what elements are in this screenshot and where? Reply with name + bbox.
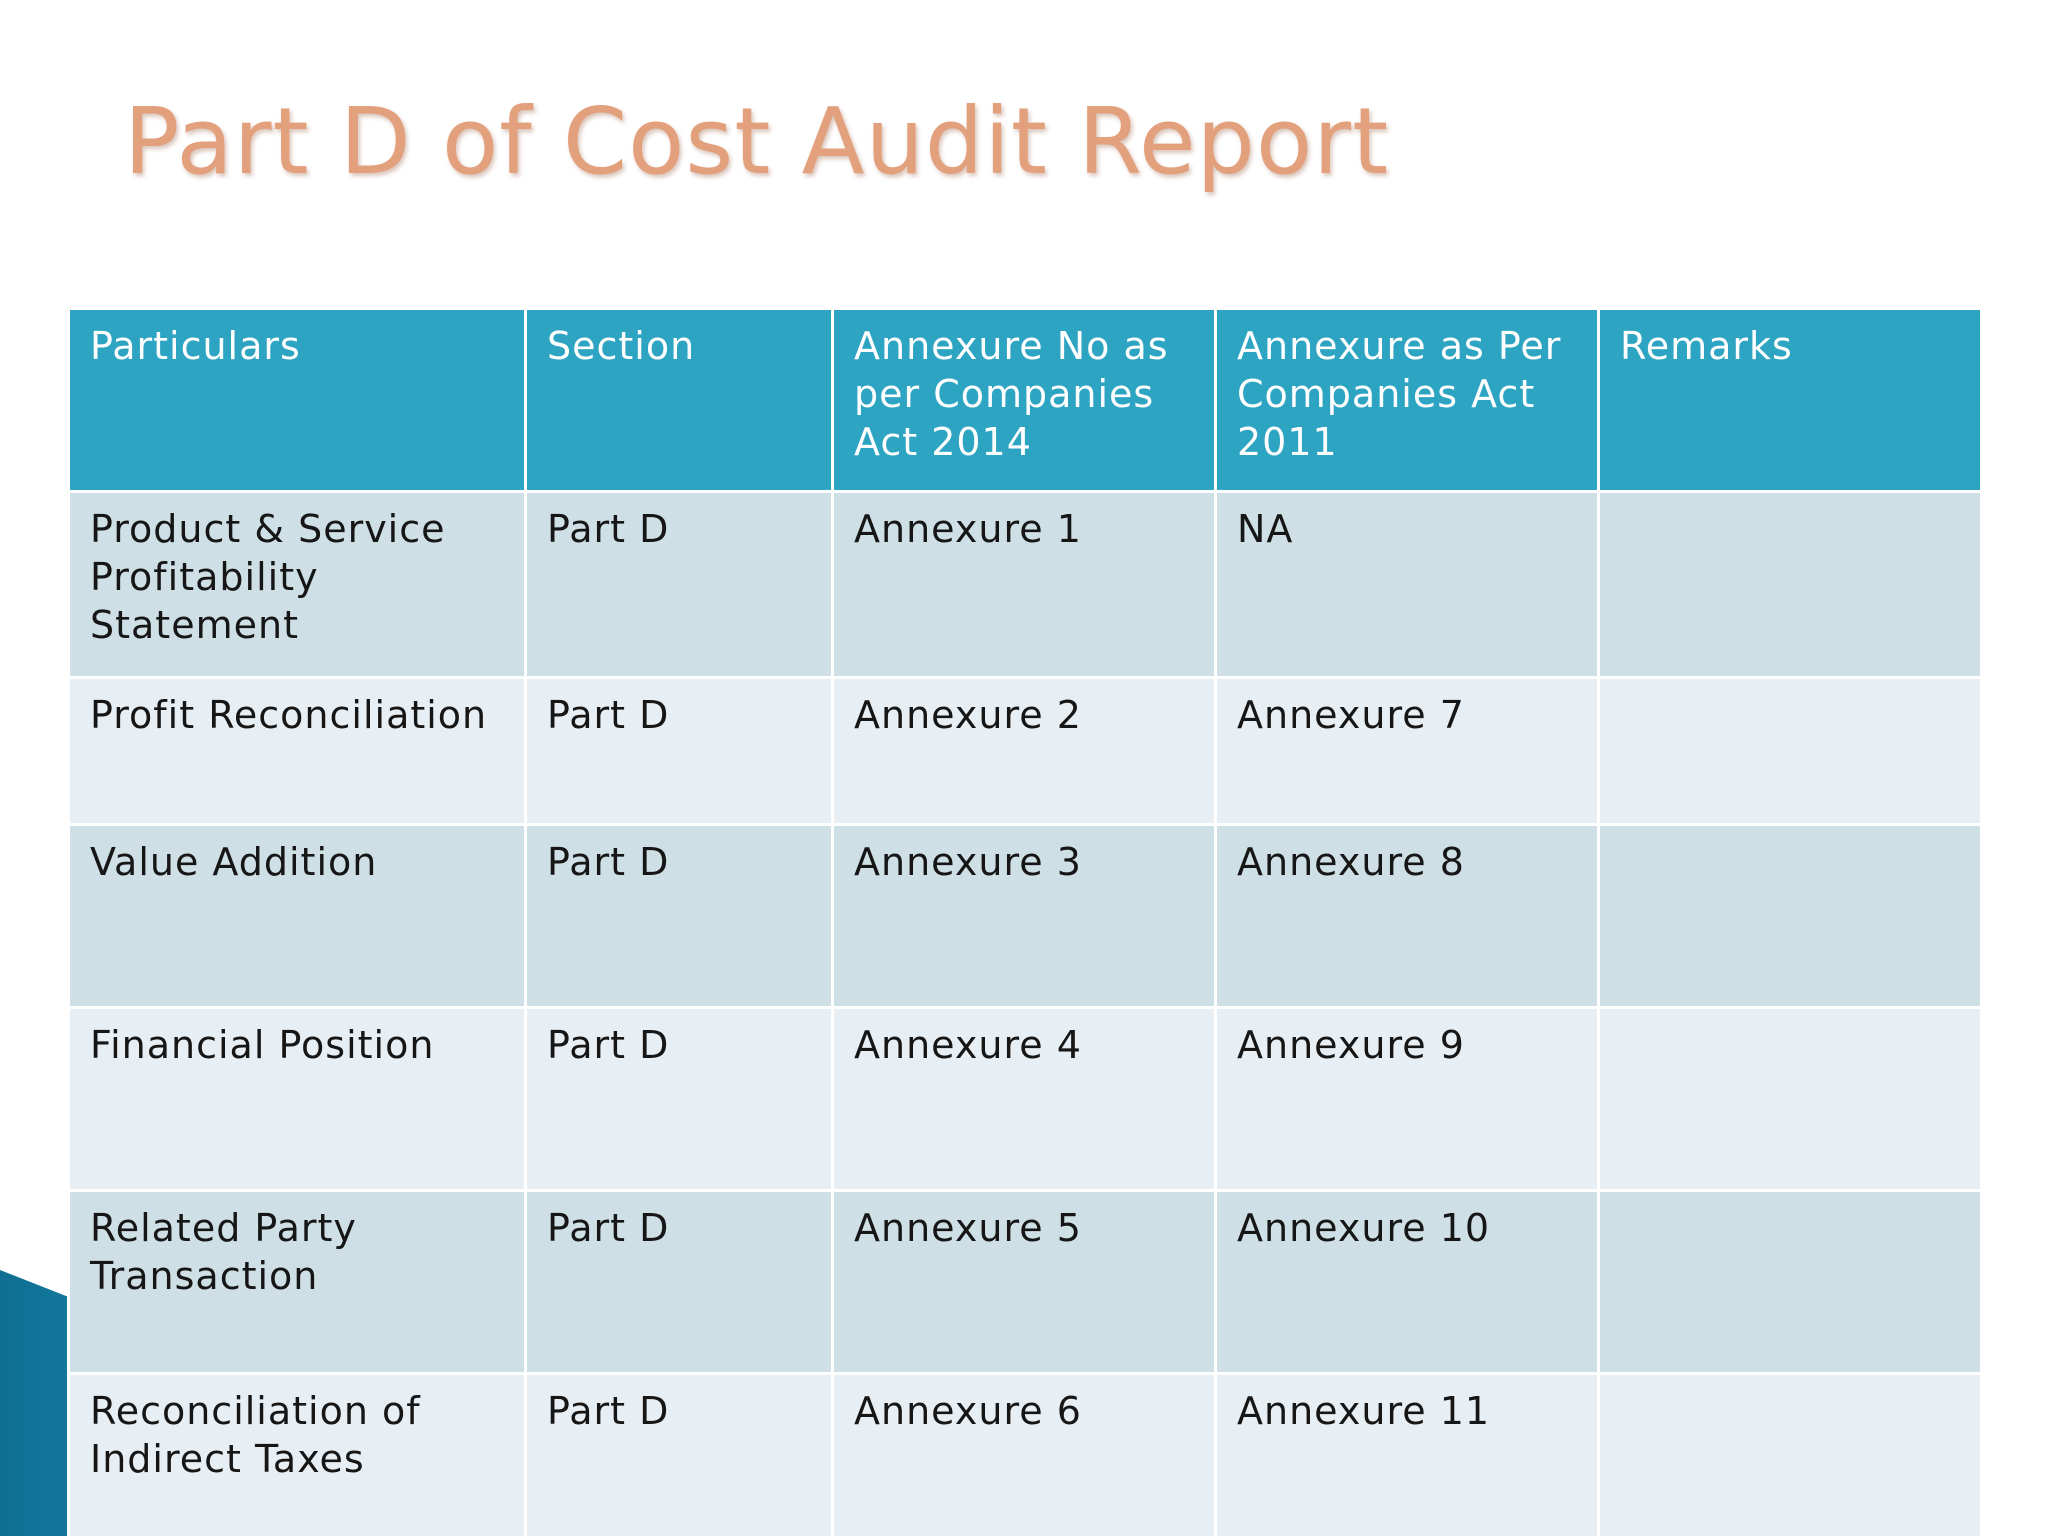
cell-section: Part D [524, 1006, 834, 1192]
cell-annexure-2011: Annexure 11 [1214, 1372, 1600, 1536]
table-row: Product & Service Profitability Statemen… [67, 490, 1983, 679]
cell-remarks [1597, 1189, 1983, 1375]
cell-remarks [1597, 1372, 1983, 1536]
table-header-row: Particulars Section Annexure No as per C… [67, 307, 1983, 493]
annexure-table-container: Particulars Section Annexure No as per C… [67, 307, 1983, 1536]
annexure-table: Particulars Section Annexure No as per C… [67, 307, 1983, 1536]
cell-annexure-2011: Annexure 8 [1214, 823, 1600, 1009]
cell-remarks [1597, 823, 1983, 1009]
cell-particulars: Related Party Transaction [67, 1189, 527, 1375]
cell-annexure-2011: Annexure 7 [1214, 676, 1600, 826]
cell-particulars: Product & Service Profitability Statemen… [67, 490, 527, 679]
cell-section: Part D [524, 1189, 834, 1375]
header-annexure-2011: Annexure as Per Companies Act 2011 [1214, 307, 1600, 493]
cell-section: Part D [524, 490, 834, 679]
table-row: Financial Position Part D Annexure 4 Ann… [67, 1006, 1983, 1192]
table-row: Value Addition Part D Annexure 3 Annexur… [67, 823, 1983, 1009]
cell-section: Part D [524, 823, 834, 1009]
cell-annexure-2014: Annexure 6 [831, 1372, 1217, 1536]
header-annexure-2014: Annexure No as per Companies Act 2014 [831, 307, 1217, 493]
cell-section: Part D [524, 676, 834, 826]
table-row: Reconciliation of Indirect Taxes Part D … [67, 1372, 1983, 1536]
cell-particulars: Profit Reconciliation [67, 676, 527, 826]
cell-remarks [1597, 490, 1983, 679]
cell-remarks [1597, 1006, 1983, 1192]
cell-section: Part D [524, 1372, 834, 1536]
slide-title: Part D of Cost Audit Report [124, 88, 1390, 195]
cell-annexure-2011: Annexure 9 [1214, 1006, 1600, 1192]
cell-annexure-2014: Annexure 3 [831, 823, 1217, 1009]
table-row: Profit Reconciliation Part D Annexure 2 … [67, 676, 1983, 826]
header-remarks: Remarks [1597, 307, 1983, 493]
cell-particulars: Reconciliation of Indirect Taxes [67, 1372, 527, 1536]
cell-remarks [1597, 676, 1983, 826]
header-particulars: Particulars [67, 307, 527, 493]
cell-annexure-2011: NA [1214, 490, 1600, 679]
header-section: Section [524, 307, 834, 493]
cell-particulars: Value Addition [67, 823, 527, 1009]
cell-annexure-2014: Annexure 5 [831, 1189, 1217, 1375]
cell-annexure-2014: Annexure 4 [831, 1006, 1217, 1192]
table-row: Related Party Transaction Part D Annexur… [67, 1189, 1983, 1375]
cell-annexure-2014: Annexure 2 [831, 676, 1217, 826]
cell-particulars: Financial Position [67, 1006, 527, 1192]
cell-annexure-2011: Annexure 10 [1214, 1189, 1600, 1375]
cell-annexure-2014: Annexure 1 [831, 490, 1217, 679]
